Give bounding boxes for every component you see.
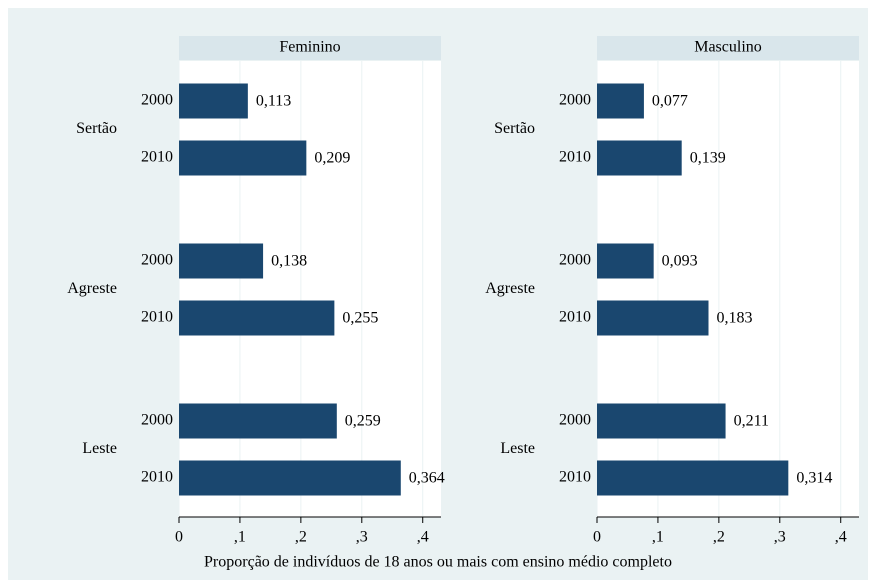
x-axis-title: Proporção de indivíduos de 18 anos ou ma… <box>204 554 672 571</box>
bar <box>179 243 264 279</box>
y-tick-label: 2010 <box>141 149 173 166</box>
plot-area <box>179 61 441 517</box>
x-tick-label: ,3 <box>356 529 368 546</box>
group-label: Agreste <box>67 280 117 297</box>
bar <box>597 460 789 496</box>
plot-area <box>597 61 859 517</box>
y-tick-label: 2010 <box>141 309 173 326</box>
data-label: 0,093 <box>662 253 698 270</box>
bar <box>179 403 337 439</box>
x-tick-label: 0 <box>593 529 601 546</box>
group-label: Sertão <box>76 120 117 137</box>
y-tick-label: 2000 <box>141 412 173 429</box>
data-label: 0,139 <box>690 150 726 167</box>
y-tick-label: 2000 <box>141 252 173 269</box>
data-label: 0,113 <box>256 93 291 110</box>
y-tick-label: 2010 <box>559 469 591 486</box>
group-label: Leste <box>500 440 535 457</box>
y-tick-label: 2010 <box>141 469 173 486</box>
group-label: Agreste <box>485 280 535 297</box>
y-tick-label: 2000 <box>559 412 591 429</box>
y-tick-label: 2010 <box>559 309 591 326</box>
data-label: 0,183 <box>717 310 753 327</box>
panel-title: Masculino <box>694 39 762 56</box>
x-tick-label: ,4 <box>835 529 847 546</box>
bar <box>179 460 401 496</box>
data-label: 0,314 <box>796 470 832 487</box>
bar <box>179 300 335 336</box>
x-tick-label: ,1 <box>652 529 664 546</box>
data-label: 0,138 <box>271 253 307 270</box>
bar <box>179 83 248 119</box>
data-label: 0,211 <box>734 413 769 430</box>
group-label: Sertão <box>494 120 535 137</box>
y-tick-label: 2000 <box>559 92 591 109</box>
x-tick-label: 0 <box>175 529 183 546</box>
panel-header <box>597 36 859 60</box>
data-label: 0,259 <box>345 413 381 430</box>
x-tick-label: ,3 <box>774 529 786 546</box>
data-label: 0,364 <box>409 470 445 487</box>
data-label: 0,209 <box>314 150 350 167</box>
x-tick-label: ,4 <box>417 529 429 546</box>
y-tick-label: 2010 <box>559 149 591 166</box>
group-label: Leste <box>82 440 117 457</box>
x-tick-label: ,2 <box>295 529 307 546</box>
bar <box>597 300 709 336</box>
panel-title: Feminino <box>279 39 340 56</box>
data-label: 0,255 <box>342 310 378 327</box>
y-tick-label: 2000 <box>559 252 591 269</box>
bar <box>597 83 644 119</box>
bar <box>597 403 726 439</box>
bar <box>597 243 654 279</box>
bar <box>179 140 307 176</box>
x-tick-label: ,1 <box>234 529 246 546</box>
panel-header <box>179 36 441 60</box>
data-label: 0,077 <box>652 93 688 110</box>
bar <box>597 140 682 176</box>
x-tick-label: ,2 <box>713 529 725 546</box>
y-tick-label: 2000 <box>141 92 173 109</box>
